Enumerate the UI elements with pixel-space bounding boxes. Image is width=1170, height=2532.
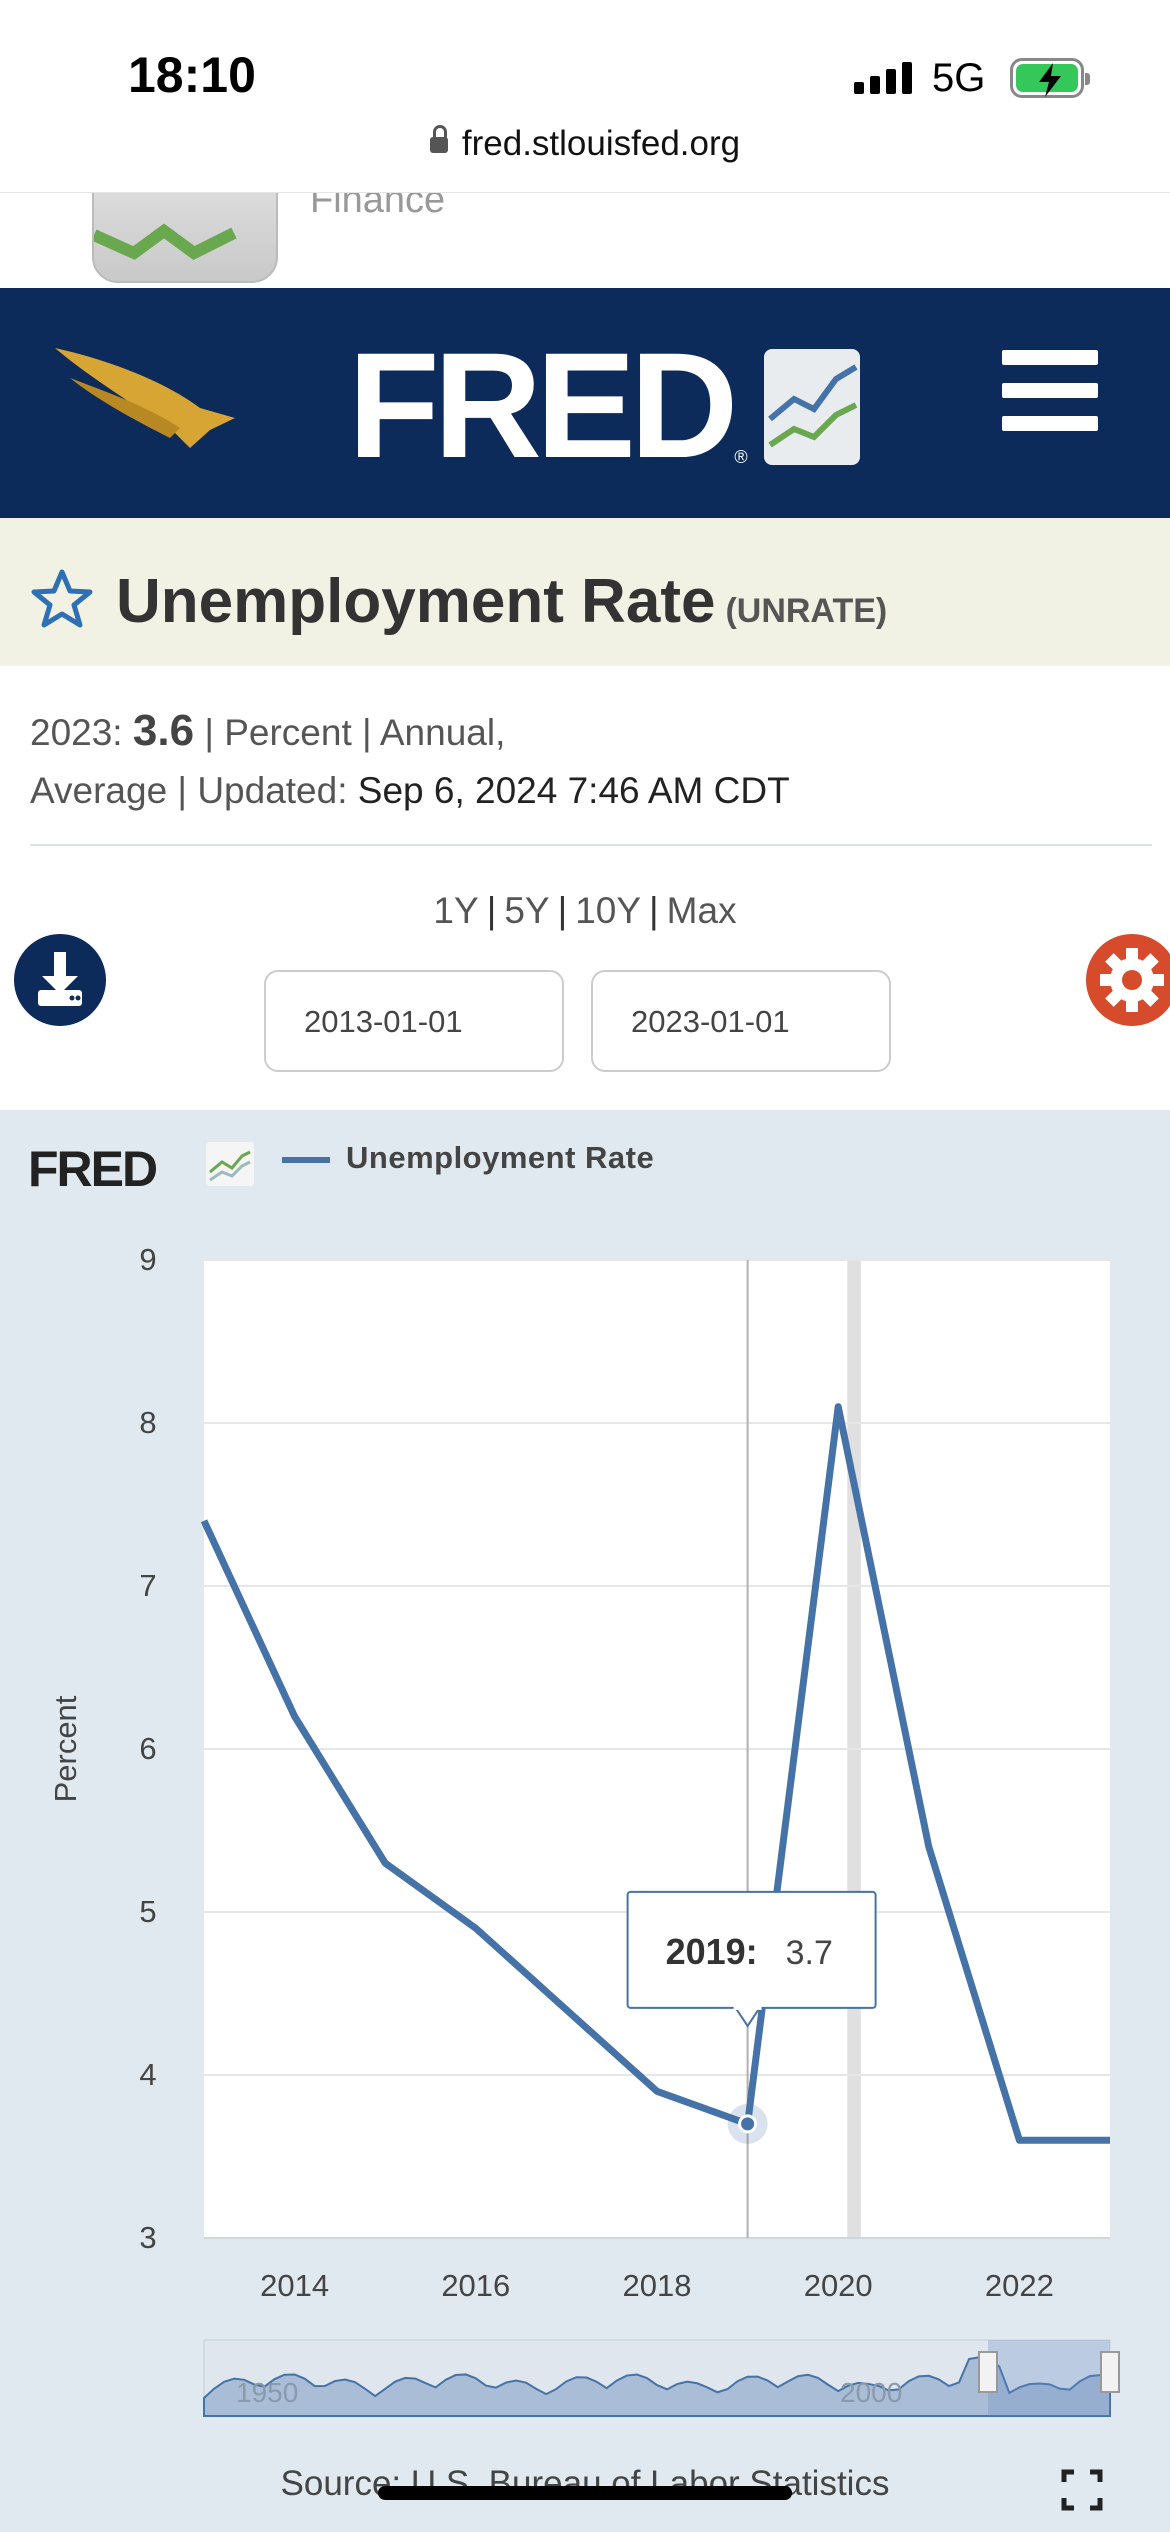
series-meta: 2023: 3.6 | Percent | Annual, Average | … xyxy=(30,702,790,820)
app-banner-text: Finance xyxy=(310,192,446,221)
divider xyxy=(30,844,1152,846)
download-icon xyxy=(38,952,82,1006)
y-tick-label: 5 xyxy=(139,1894,156,1929)
x-tick-label: 2022 xyxy=(985,2268,1054,2303)
tooltip-value: 3.7 xyxy=(786,1934,833,1972)
range-max[interactable]: Max xyxy=(666,890,737,931)
fullscreen-icon[interactable] xyxy=(1060,2468,1104,2512)
end-date-input[interactable]: 2023-01-01 xyxy=(591,970,891,1072)
fred-chart-icon xyxy=(763,349,860,465)
network-type: 5G xyxy=(932,56,986,100)
status-time: 18:10 xyxy=(128,47,256,103)
x-tick-label: 2016 xyxy=(441,2268,510,2303)
updated-label: Average | Updated: xyxy=(30,770,348,811)
legend-swatch xyxy=(282,1157,330,1163)
chart-fred-icon xyxy=(206,1142,254,1186)
y-tick-label: 8 xyxy=(139,1405,156,1440)
gear-icon xyxy=(1100,948,1164,1012)
navigator-label: 2000 xyxy=(840,2377,902,2408)
x-tick-label: 2014 xyxy=(260,2268,329,2303)
x-tick-label: 2018 xyxy=(623,2268,692,2303)
hamburger-menu-icon[interactable] xyxy=(1002,350,1098,449)
eagle-logo-icon[interactable] xyxy=(50,338,240,458)
series-title: Unemployment Rate (UNRATE) xyxy=(116,566,887,637)
start-date-input[interactable]: 2013-01-01 xyxy=(264,970,564,1072)
x-tick-label: 2020 xyxy=(804,2268,873,2303)
range-1y[interactable]: 1Y xyxy=(433,890,479,931)
latest-year-label: 2023: xyxy=(30,712,123,753)
navigator-series xyxy=(203,2356,1111,2417)
range-selector: 1Y | 5Y | 10Y | Max xyxy=(433,890,737,931)
download-button[interactable] xyxy=(14,934,106,1026)
app-banner: Finance xyxy=(0,192,1170,288)
series-code: (UNRATE) xyxy=(725,592,888,630)
navigator-handle[interactable] xyxy=(1100,2351,1120,2393)
registered-mark: ® xyxy=(734,447,748,467)
y-tick-label: 7 xyxy=(139,1568,156,1603)
y-tick-label: 6 xyxy=(139,1731,156,1766)
updated-date: Sep 6, 2024 7:46 AM CDT xyxy=(357,770,790,811)
fred-logo[interactable]: FRED ® xyxy=(348,330,860,480)
cellular-signal-icon xyxy=(854,60,912,94)
range-10y[interactable]: 10Y xyxy=(575,890,642,931)
tooltip: 2019: 3.7 xyxy=(626,1890,877,2028)
navigator-handle[interactable] xyxy=(978,2351,998,2393)
home-indicator xyxy=(378,2486,792,2500)
units-label: | Percent | Annual, xyxy=(204,712,506,753)
y-tick-label: 3 xyxy=(139,2220,156,2255)
series-title-band: Unemployment Rate (UNRATE) xyxy=(0,518,1170,666)
navigator-label: 1950 xyxy=(236,2377,298,2408)
tooltip-label: 2019: xyxy=(666,1931,758,1972)
navigator-selection xyxy=(988,2340,1110,2416)
app-icon[interactable] xyxy=(91,193,278,283)
settings-button[interactable] xyxy=(1086,934,1170,1026)
range-5y[interactable]: 5Y xyxy=(504,890,550,931)
star-icon[interactable] xyxy=(30,568,94,630)
series-line xyxy=(200,1403,1110,2144)
legend-label[interactable]: Unemployment Rate xyxy=(346,1140,655,1175)
line-chart[interactable]: 3 4 5 6 7 8 9 2014 2016 2018 2020 2022 Percent 2019: 3… xyxy=(0,1200,1170,2450)
url-text: fred.stlouisfed.org xyxy=(461,124,741,163)
status-bar: 18:10 5G xyxy=(0,0,1170,120)
battery-icon xyxy=(1010,58,1090,98)
y-axis-title: Percent xyxy=(48,1695,83,1802)
chart-fred-logo: FRED xyxy=(28,1141,158,1197)
address-bar[interactable]: fred.stlouisfed.org xyxy=(0,124,1170,164)
series-title-text: Unemployment Rate xyxy=(116,567,716,636)
site-header: FRED ® xyxy=(0,288,1170,518)
fred-logo-text: FRED xyxy=(348,321,738,489)
data-point-2019 xyxy=(738,2114,758,2134)
lock-icon xyxy=(429,125,448,153)
latest-value: 3.6 xyxy=(132,706,195,755)
y-tick-label: 4 xyxy=(139,2057,156,2092)
y-tick-label: 9 xyxy=(139,1242,156,1277)
tooltip-pointer-mask xyxy=(733,2003,762,2010)
